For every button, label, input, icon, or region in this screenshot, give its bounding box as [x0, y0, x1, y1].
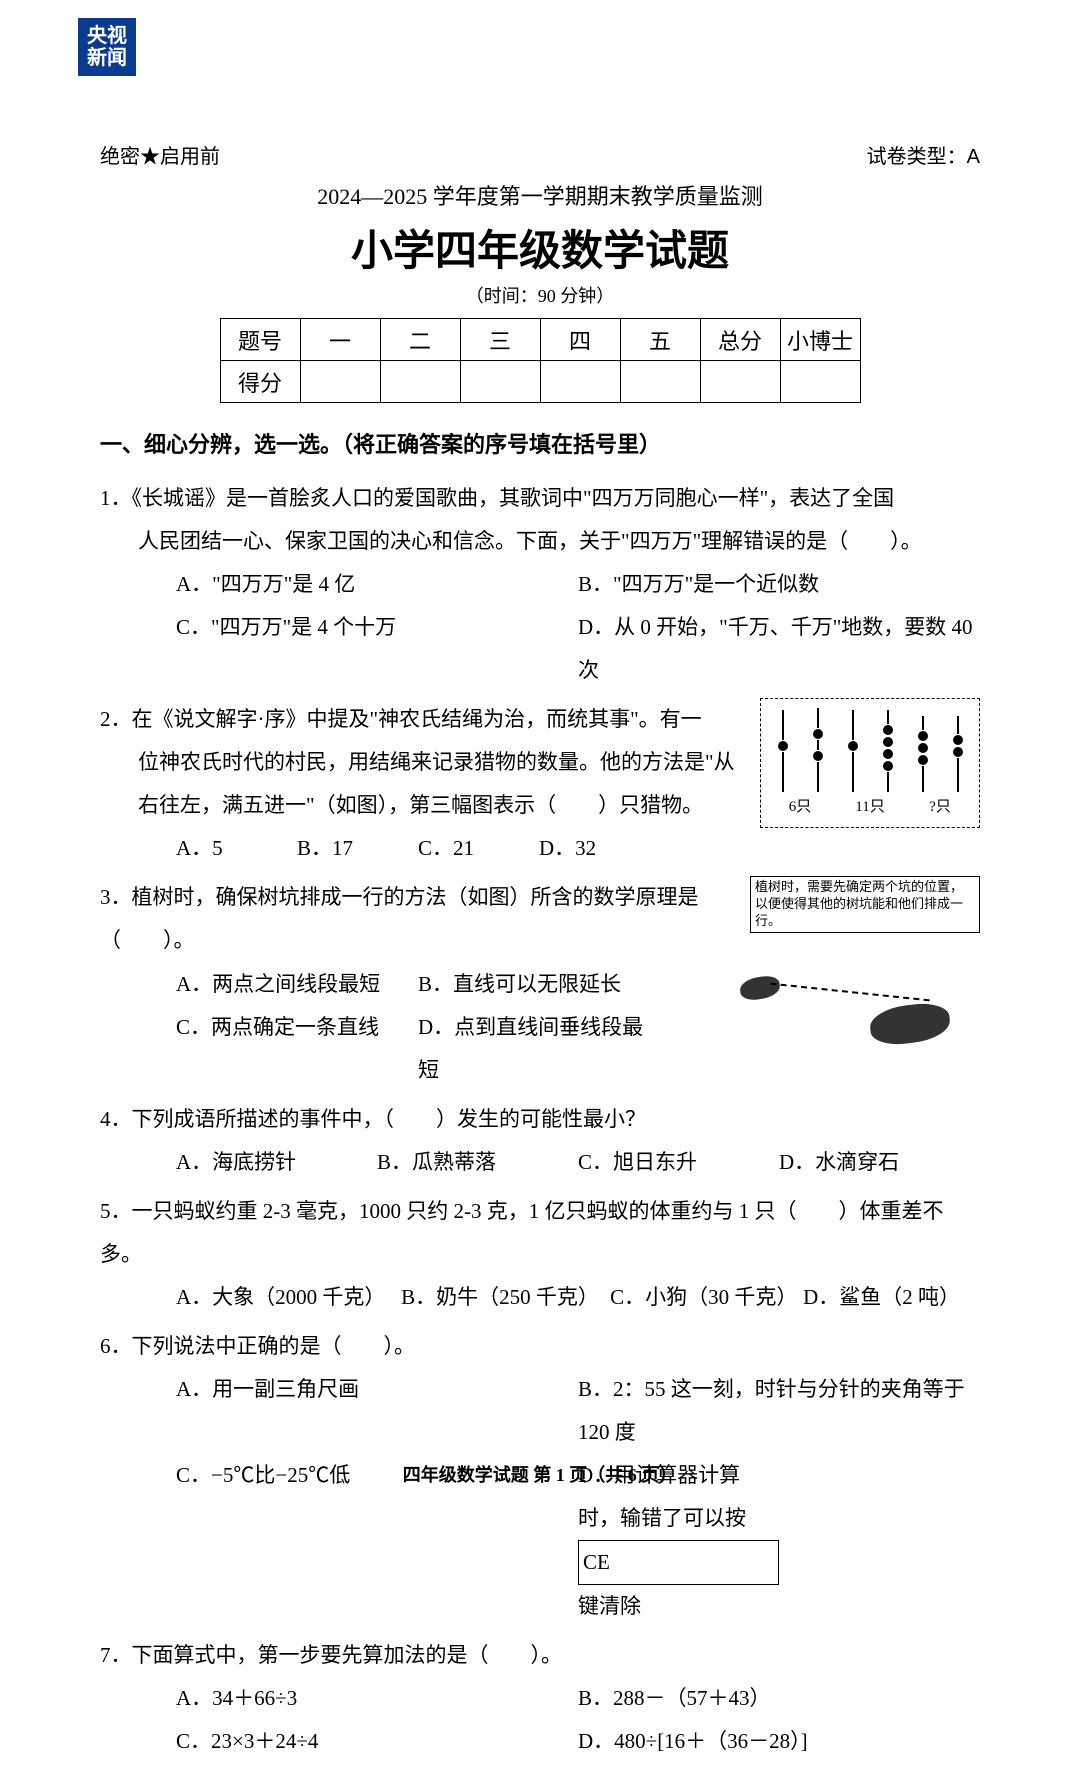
- cell: [620, 361, 700, 403]
- logo-line2: 新闻: [87, 47, 127, 69]
- th: 小博士: [780, 319, 860, 361]
- q2-text3: 右往左，满五进一"（如图），第三幅图表示（ ）只猎物。: [100, 784, 752, 827]
- q6-opt-b: B．2：55 这一刻，时针与分针的夹角等于 120 度: [578, 1368, 980, 1454]
- q7-num: 7．: [100, 1643, 132, 1667]
- q5-opt-a: A．大象（2000 千克）: [176, 1276, 401, 1319]
- q2-text1: 在《说文解字·序》中提及"神农氏结绳为治，而统其事"。有一: [132, 707, 702, 731]
- q1-opt-b: B．"四万万"是一个近似数: [578, 563, 980, 606]
- question-4: 4．下列成语所描述的事件中，（ ）发生的可能性最小？ A．海底捞针 B．瓜熟蒂落…: [100, 1098, 980, 1184]
- question-2: 2．在《说文解字·序》中提及"神农氏结绳为治，而统其事"。有一 位神农氏时代的村…: [100, 698, 980, 870]
- q6-options: A．用一副三角尺画 B．2：55 这一刻，时针与分针的夹角等于 120 度 C．…: [100, 1368, 980, 1628]
- q3-opt-d: D．点到直线间垂线段最短: [418, 1006, 660, 1092]
- q5-opt-d: D．鲨鱼（2 吨）: [803, 1276, 980, 1319]
- table-row: 得分: [220, 361, 860, 403]
- q6-num: 6．: [100, 1334, 132, 1358]
- question-5: 5．一只蚂蚁约重 2-3 毫克，1000 只约 2-3 克，1 亿只蚂蚁的体重约…: [100, 1190, 980, 1319]
- q3-figure-note: 植树时，需要先确定两个坑的位置，以便使得其他的树坑能和他们排成一行。: [750, 876, 980, 933]
- q1-text1: 《长城谣》是一首脍炙人口的爱国歌曲，其歌词中"四万万同胞心一样"，表达了全国: [132, 486, 895, 510]
- cell: [460, 361, 540, 403]
- th: 一: [300, 319, 380, 361]
- th: 四: [540, 319, 620, 361]
- th: 二: [380, 319, 460, 361]
- logo-badge: 央视 新闻: [78, 18, 136, 76]
- exam-time: （时间：90 分钟）: [100, 282, 980, 308]
- q5-options: A．大象（2000 千克） B．奶牛（250 千克） C．小狗（30 千克） D…: [100, 1276, 980, 1319]
- q2-options: A．5 B．17 C．21 D．32: [100, 827, 660, 870]
- section-1-heading: 一、细心分辨，选一选。（将正确答案的序号填在括号里）: [100, 427, 980, 459]
- q2-figure: 6只 11只 ?只: [760, 698, 980, 828]
- q4-opt-d: D．水滴穿石: [779, 1141, 980, 1184]
- page-footer: 四年级数学试题 第 1 页（共 6 页）: [0, 1461, 1080, 1487]
- q7-opt-c: C．23×3＋24÷4: [176, 1720, 578, 1763]
- logo-line1: 央视: [87, 25, 127, 47]
- q1-opt-a: A．"四万万"是 4 亿: [176, 563, 578, 606]
- question-1: 1．《长城谣》是一首脍炙人口的爱国歌曲，其歌词中"四万万同胞心一样"，表达了全国…: [100, 477, 980, 692]
- paper-type: 试卷类型：A: [867, 140, 980, 169]
- th: 题号: [220, 319, 300, 361]
- question-7: 7．下面算式中，第一步要先算加法的是（ ）。 A．34＋66÷3 B．288－（…: [100, 1634, 980, 1763]
- q1-opt-d: D．从 0 开始，"千万、千万"地数，要数 40 次: [578, 606, 980, 692]
- cell: [780, 361, 860, 403]
- q6-opt-a: A．用一副三角尺画: [176, 1368, 578, 1454]
- q4-options: A．海底捞针 B．瓜熟蒂落 C．旭日东升 D．水滴穿石: [100, 1141, 980, 1184]
- table-row: 题号 一 二 三 四 五 总分 小博士: [220, 319, 860, 361]
- q2-opt-b: B．17: [297, 827, 418, 870]
- q3-opt-b: B．直线可以无限延长: [418, 963, 660, 1006]
- q6-text: 下列说法中正确的是（ ）。: [132, 1334, 416, 1358]
- question-3: 3．植树时，确保树坑排成一行的方法（如图）所含的数学原理是（ ）。 A．两点之间…: [100, 876, 980, 1091]
- q3-opt-c: C．两点确定一条直线: [176, 1006, 418, 1092]
- q2-num: 2．: [100, 707, 132, 731]
- page-content: 绝密★启用前 试卷类型：A 2024—2025 学年度第一学期期末教学质量监测 …: [100, 140, 980, 1769]
- top-line: 绝密★启用前 试卷类型：A: [100, 140, 980, 169]
- th: 得分: [220, 361, 300, 403]
- th: 总分: [700, 319, 780, 361]
- q2-label-3: ?只: [905, 792, 974, 823]
- th: 五: [620, 319, 700, 361]
- cell: [300, 361, 380, 403]
- th: 三: [460, 319, 540, 361]
- q2-opt-d: D．32: [539, 827, 660, 870]
- cell: [700, 361, 780, 403]
- q3-figure: 植树时，需要先确定两个坑的位置，以便使得其他的树坑能和他们排成一行。: [750, 876, 980, 1023]
- q7-opt-d: D．480÷[16＋（36－28）]: [578, 1720, 980, 1763]
- q4-num: 4．: [100, 1107, 132, 1131]
- q7-opt-a: A．34＋66÷3: [176, 1677, 578, 1720]
- q5-opt-c: C．小狗（30 千克）: [610, 1276, 803, 1319]
- q4-opt-a: A．海底捞针: [176, 1141, 377, 1184]
- q2-text2: 位神农氏时代的村民，用结绳来记录猎物的数量。他的方法是"从: [100, 741, 752, 784]
- q3-opt-a: A．两点之间线段最短: [176, 963, 418, 1006]
- cell: [540, 361, 620, 403]
- q2-label-2: 11只: [835, 792, 904, 823]
- q5-text: 一只蚂蚁约重 2-3 毫克，1000 只约 2-3 克，1 亿只蚂蚁的体重约与 …: [100, 1199, 943, 1266]
- q6-opt-d-post: 键清除: [578, 1585, 779, 1628]
- ce-key-box: CE: [578, 1540, 779, 1585]
- secret-label: 绝密★启用前: [100, 140, 220, 169]
- q7-options: A．34＋66÷3 B．288－（57＋43） C．23×3＋24÷4 D．48…: [100, 1677, 980, 1763]
- subtitle: 2024—2025 学年度第一学期期末教学质量监测: [100, 179, 980, 211]
- q3-options: A．两点之间线段最短 B．直线可以无限延长 C．两点确定一条直线 D．点到直线间…: [100, 963, 660, 1092]
- q2-label-1: 6只: [765, 792, 834, 823]
- q4-opt-b: B．瓜熟蒂落: [377, 1141, 578, 1184]
- q5-num: 5．: [100, 1199, 132, 1223]
- q5-opt-b: B．奶牛（250 千克）: [401, 1276, 610, 1319]
- q3-num: 3．: [100, 885, 132, 909]
- page-title: 小学四年级数学试题: [100, 217, 980, 278]
- q1-opt-c: C．"四万万"是 4 个十万: [176, 606, 578, 692]
- q1-options: A．"四万万"是 4 亿 B．"四万万"是一个近似数 C．"四万万"是 4 个十…: [100, 563, 980, 692]
- q7-text: 下面算式中，第一步要先算加法的是（ ）。: [132, 1643, 563, 1667]
- q3-text: 植树时，确保树坑排成一行的方法（如图）所含的数学原理是（ ）。: [100, 885, 699, 952]
- q1-num: 1．: [100, 486, 132, 510]
- cell: [380, 361, 460, 403]
- q7-opt-b: B．288－（57＋43）: [578, 1677, 980, 1720]
- q2-opt-c: C．21: [418, 827, 539, 870]
- q4-opt-c: C．旭日东升: [578, 1141, 779, 1184]
- q2-opt-a: A．5: [176, 827, 297, 870]
- score-table: 题号 一 二 三 四 五 总分 小博士 得分: [220, 318, 861, 403]
- q4-text: 下列成语所描述的事件中，（ ）发生的可能性最小？: [132, 1107, 647, 1131]
- q1-text2: 人民团结一心、保家卫国的决心和信念。下面，关于"四万万"理解错误的是（ ）。: [100, 520, 980, 563]
